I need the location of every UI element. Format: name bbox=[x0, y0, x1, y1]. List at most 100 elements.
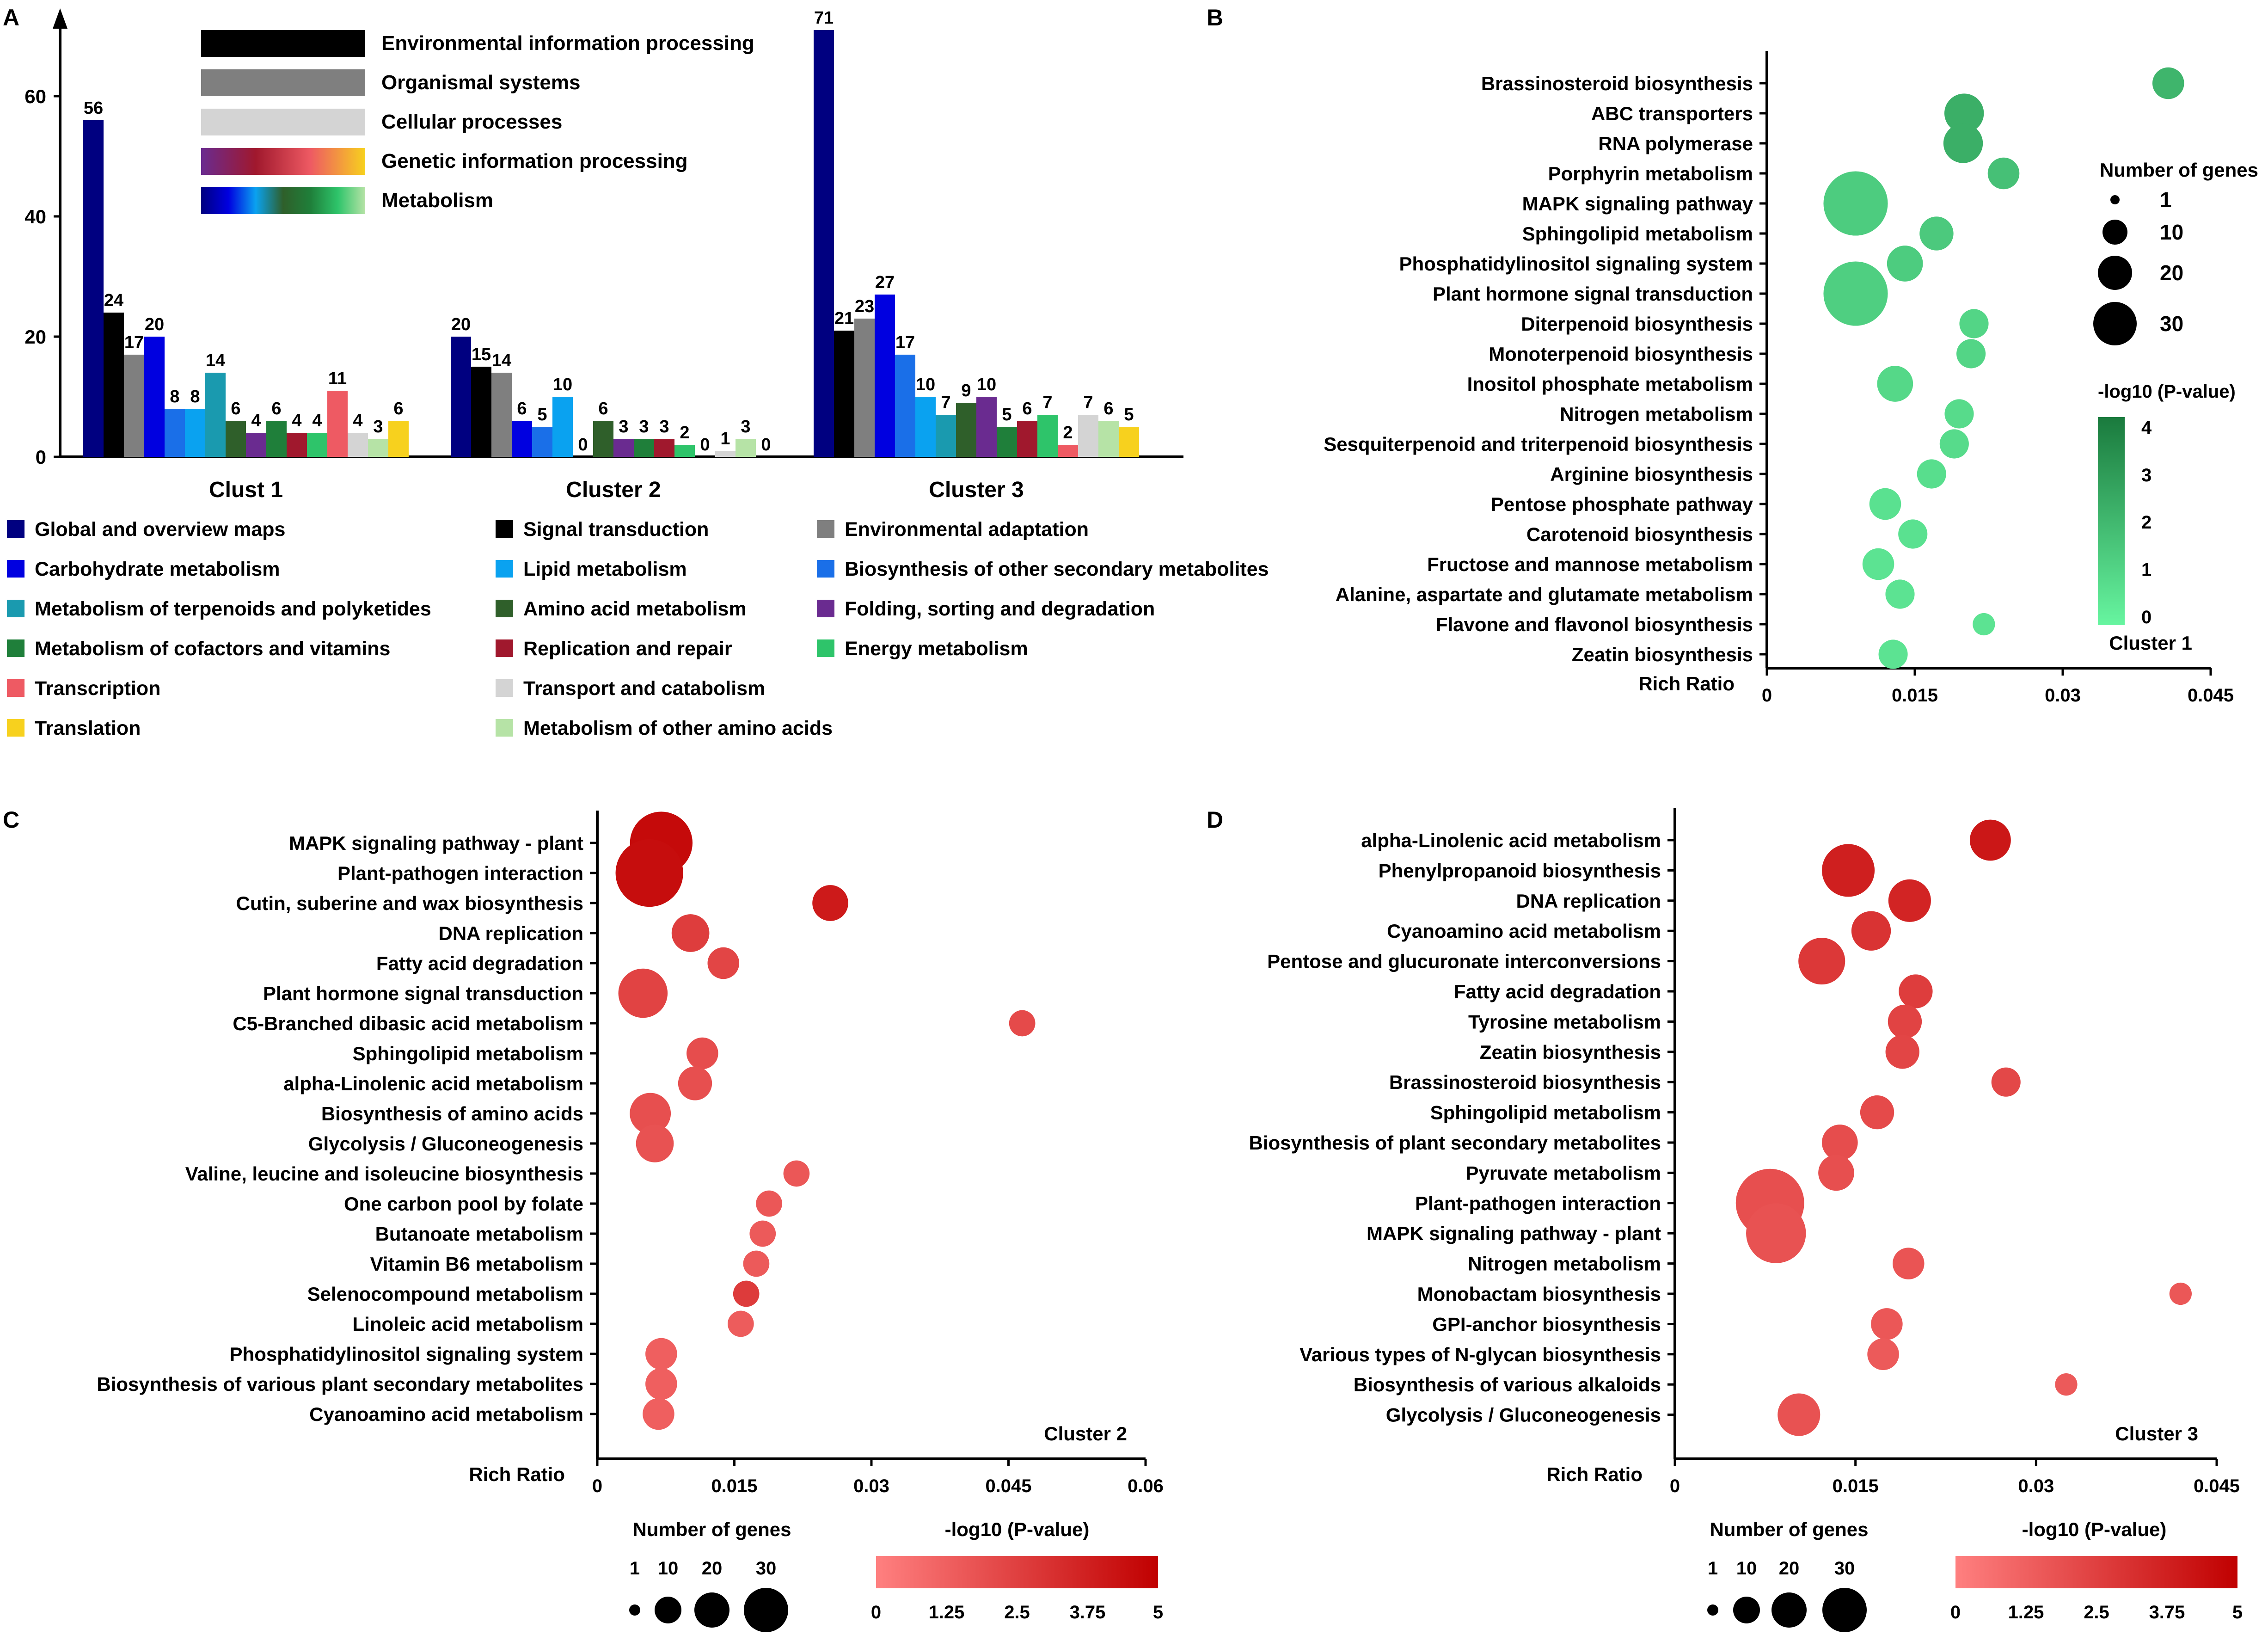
a-bar bbox=[471, 367, 491, 457]
bubble-pathway-label: Tyrosine metabolism bbox=[1468, 1011, 1661, 1033]
a-bar bbox=[124, 355, 144, 457]
bubble-point bbox=[687, 1037, 718, 1070]
bubble-pathway-label: Glycolysis / Gluconeogenesis bbox=[1386, 1404, 1661, 1426]
bubble-point bbox=[727, 1310, 754, 1337]
bubble-pathway-label: Sphingolipid metabolism bbox=[1522, 223, 1753, 245]
bubble-point bbox=[1917, 459, 1946, 489]
d-color-tick-label: 3.75 bbox=[2149, 1602, 2185, 1623]
c-size-legend-circle bbox=[744, 1588, 788, 1632]
bubble-point bbox=[749, 1220, 776, 1247]
bubble-x-tick-label: 0.045 bbox=[985, 1476, 1031, 1496]
a-bar bbox=[875, 295, 895, 457]
c-size-legend-circle bbox=[655, 1597, 681, 1623]
bubble-point bbox=[1943, 123, 1983, 163]
a-bar-value-label: 6 bbox=[1103, 399, 1113, 418]
a-bar bbox=[1017, 421, 1037, 457]
a-bottom-legend-label: Signal transduction bbox=[523, 518, 709, 541]
bubble-pathway-label: Flavone and flavonol biosynthesis bbox=[1436, 614, 1753, 635]
bubble-pathway-label: DNA replication bbox=[1516, 890, 1661, 912]
bubble-point bbox=[1009, 1010, 1036, 1037]
bubble-point bbox=[1987, 157, 2020, 190]
bubble-point bbox=[1944, 93, 1984, 133]
bubble-pathway-label: ABC transporters bbox=[1591, 103, 1753, 124]
a-bar-value-label: 20 bbox=[145, 315, 164, 334]
a-bar-value-label: 4 bbox=[251, 411, 261, 430]
bubble-pathway-label: Carotenoid biosynthesis bbox=[1526, 523, 1753, 545]
a-y-tick-label: 40 bbox=[25, 206, 46, 227]
bubble-pathway-label: Plant hormone signal transduction bbox=[1433, 283, 1753, 305]
a-bar-value-label: 8 bbox=[190, 387, 200, 406]
bubble-pathway-label: Brassinosteroid biosynthesis bbox=[1389, 1071, 1661, 1093]
bubble-point bbox=[630, 1093, 671, 1134]
bubble-x-tick-label: 0.03 bbox=[853, 1476, 889, 1496]
a-bar-value-label: 2 bbox=[1063, 423, 1073, 443]
bubble-pathway-label: Monoterpenoid biosynthesis bbox=[1489, 343, 1753, 365]
bubble-pathway-label: Sesquiterpenoid and triterpenoid biosynt… bbox=[1324, 433, 1753, 455]
bubble-pathway-label: Nitrogen metabolism bbox=[1560, 403, 1753, 425]
bubble-point bbox=[1867, 1338, 1899, 1371]
a-bar bbox=[83, 120, 104, 457]
bubble-point bbox=[812, 885, 848, 921]
bubble-pathway-label: Various types of N-glycan biosynthesis bbox=[1300, 1344, 1661, 1365]
c-color-tick-label: 5 bbox=[1153, 1602, 1163, 1623]
a-bottom-legend-swatch bbox=[496, 520, 513, 538]
a-bar-value-label: 6 bbox=[271, 399, 281, 418]
a-inset-legend-swatch bbox=[201, 148, 365, 175]
d-color-tick-label: 0 bbox=[1950, 1602, 1961, 1623]
bubble-x-axis-title: Rich Ratio bbox=[1638, 673, 1735, 695]
panel-label-d: D bbox=[1207, 807, 1223, 833]
a-bar-value-label: 3 bbox=[741, 417, 750, 436]
bubble-pathway-label: alpha-Linolenic acid metabolism bbox=[283, 1073, 583, 1094]
a-y-axis-arrow bbox=[53, 8, 67, 29]
a-bar bbox=[1037, 415, 1058, 457]
bubble-pathway-label: MAPK signaling pathway - plant bbox=[289, 832, 583, 854]
panel-label-b: B bbox=[1207, 5, 1223, 31]
bubble-pathway-label: Butanoate metabolism bbox=[375, 1223, 583, 1245]
bubble-point bbox=[2152, 67, 2184, 99]
b-size-legend-label: 1 bbox=[2160, 188, 2172, 212]
b-size-legend-circle bbox=[2110, 195, 2120, 204]
bubble-x-tick-label: 0.03 bbox=[2018, 1476, 2054, 1496]
bubble-x-tick-label: 0.03 bbox=[2045, 685, 2081, 706]
bubble-pathway-label: Glycolysis / Gluconeogenesis bbox=[308, 1133, 583, 1155]
bubble-x-tick-label: 0 bbox=[1670, 1476, 1680, 1496]
b-size-legend-circle bbox=[2102, 220, 2127, 245]
a-bar-value-label: 11 bbox=[328, 369, 347, 388]
a-category-label: Clust 1 bbox=[209, 478, 283, 502]
a-bottom-legend-label: Biosynthesis of other secondary metaboli… bbox=[845, 558, 1269, 580]
bubble-point bbox=[1899, 974, 1933, 1008]
bubble-pathway-label: GPI-anchor biosynthesis bbox=[1432, 1313, 1661, 1335]
bubble-pathway-label: Fatty acid degradation bbox=[376, 953, 583, 974]
b-color-tick-label: 0 bbox=[2141, 607, 2152, 627]
a-bar bbox=[854, 319, 875, 457]
d-color-tick-label: 5 bbox=[2232, 1602, 2243, 1623]
bubble-pathway-label: Zeatin biosynthesis bbox=[1572, 644, 1753, 665]
bubble-pathway-label: Fatty acid degradation bbox=[1454, 981, 1661, 1002]
a-bar bbox=[552, 397, 573, 457]
a-bar bbox=[1119, 427, 1139, 457]
bubble-point bbox=[1939, 429, 1969, 459]
a-y-tick-label: 20 bbox=[25, 326, 46, 348]
bubble-point bbox=[1969, 819, 2011, 861]
a-bar-value-label: 0 bbox=[578, 435, 588, 455]
d-color-bar bbox=[1955, 1556, 2237, 1588]
a-bar-value-label: 6 bbox=[1022, 399, 1032, 418]
bubble-point bbox=[1887, 246, 1923, 282]
bubble-point bbox=[678, 1066, 712, 1100]
bubble-point bbox=[1778, 1393, 1821, 1436]
bubble-pathway-label: Inositol phosphate metabolism bbox=[1467, 373, 1753, 395]
a-bar bbox=[736, 439, 756, 457]
c-size-legend-label: 1 bbox=[630, 1558, 640, 1579]
bubble-x-tick-label: 0.045 bbox=[2194, 1476, 2240, 1496]
a-bar bbox=[226, 421, 246, 457]
bubble-point bbox=[1746, 1203, 1806, 1263]
a-bar-value-label: 10 bbox=[553, 375, 572, 394]
a-bar-value-label: 3 bbox=[373, 417, 383, 436]
a-bar bbox=[327, 391, 348, 457]
bubble-pathway-label: Phosphatidylinositol signaling system bbox=[1399, 253, 1753, 275]
a-bar-value-label: 10 bbox=[916, 375, 935, 394]
a-bar-value-label: 8 bbox=[170, 387, 179, 406]
bubble-point bbox=[1973, 613, 1995, 636]
a-bottom-legend-swatch bbox=[7, 560, 25, 578]
a-bar bbox=[1098, 421, 1119, 457]
